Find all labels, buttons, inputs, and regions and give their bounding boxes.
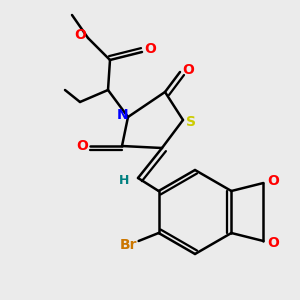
- Text: Br: Br: [120, 238, 137, 252]
- Text: O: O: [267, 236, 279, 250]
- Text: O: O: [267, 174, 279, 188]
- Text: O: O: [74, 28, 86, 42]
- Text: O: O: [182, 63, 194, 77]
- Text: H: H: [119, 175, 129, 188]
- Text: O: O: [76, 139, 88, 153]
- Text: O: O: [144, 42, 156, 56]
- Text: S: S: [186, 115, 196, 129]
- Text: N: N: [117, 108, 129, 122]
